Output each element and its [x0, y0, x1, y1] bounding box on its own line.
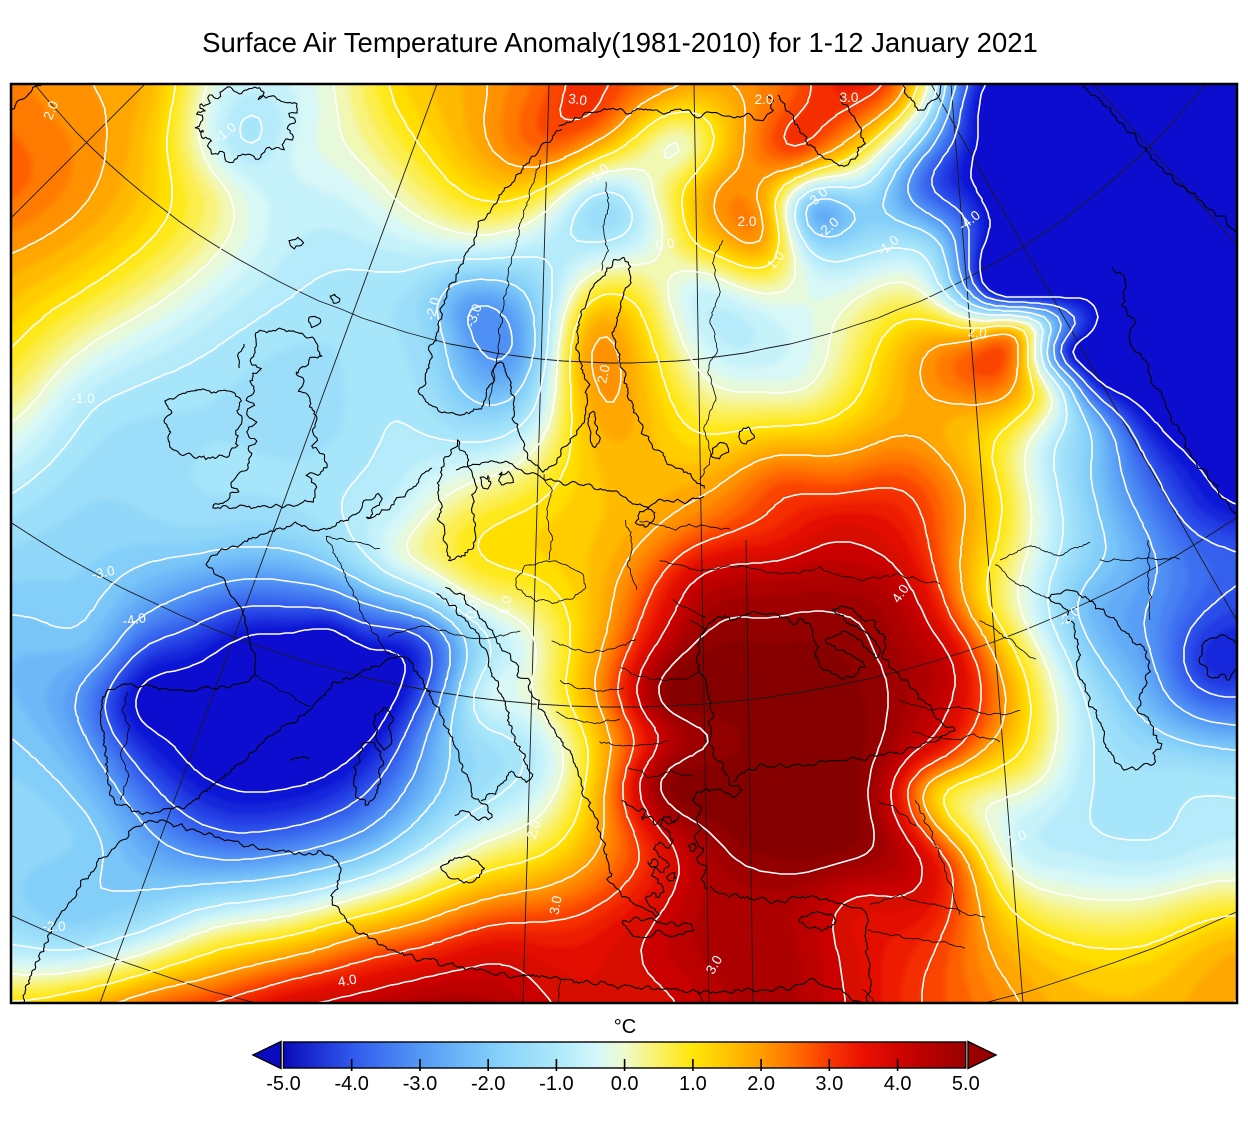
svg-text:-3.0: -3.0 [90, 563, 116, 583]
svg-text:3.0: 3.0 [840, 90, 859, 105]
svg-text:1.0: 1.0 [679, 1073, 707, 1095]
svg-text:2.0: 2.0 [594, 363, 613, 384]
svg-text:-2.0: -2.0 [422, 296, 443, 322]
svg-text:-1.0: -1.0 [71, 391, 94, 406]
svg-text:2.0: 2.0 [755, 92, 774, 107]
svg-text:-2.0: -2.0 [471, 1073, 505, 1095]
svg-text:-1.0: -1.0 [539, 1073, 573, 1095]
svg-text:1.0: 1.0 [497, 595, 515, 616]
svg-text:4.0: 4.0 [884, 1073, 912, 1095]
svg-text:2.0: 2.0 [40, 99, 61, 122]
svg-text:5.0: 5.0 [952, 1073, 980, 1095]
svg-text:2.0: 2.0 [738, 214, 757, 229]
svg-text:-3.0: -3.0 [463, 302, 485, 329]
svg-text:3.0: 3.0 [815, 1073, 843, 1095]
svg-text:-5.0: -5.0 [266, 1073, 300, 1095]
svg-text:-2.0: -2.0 [42, 919, 65, 934]
svg-text:0.0: 0.0 [611, 1073, 639, 1095]
svg-text:3.0: 3.0 [567, 91, 588, 108]
svg-text:2.0: 2.0 [967, 324, 987, 341]
svg-text:0.0: 0.0 [655, 236, 676, 254]
svg-text:-3.0: -3.0 [403, 1073, 437, 1095]
svg-text:Surface Air Temperature Anomal: Surface Air Temperature Anomaly(1981-201… [202, 27, 1038, 58]
svg-text:-4.0: -4.0 [334, 1073, 368, 1095]
svg-text:4.0: 4.0 [337, 972, 358, 990]
svg-text:3.0: 3.0 [547, 895, 565, 916]
svg-text:2.0: 2.0 [747, 1073, 775, 1095]
svg-text:0.0: 0.0 [464, 599, 482, 620]
svg-text:2.0: 2.0 [524, 818, 544, 840]
svg-text:-4.0: -4.0 [121, 610, 147, 629]
svg-text:°C: °C [614, 1016, 636, 1038]
